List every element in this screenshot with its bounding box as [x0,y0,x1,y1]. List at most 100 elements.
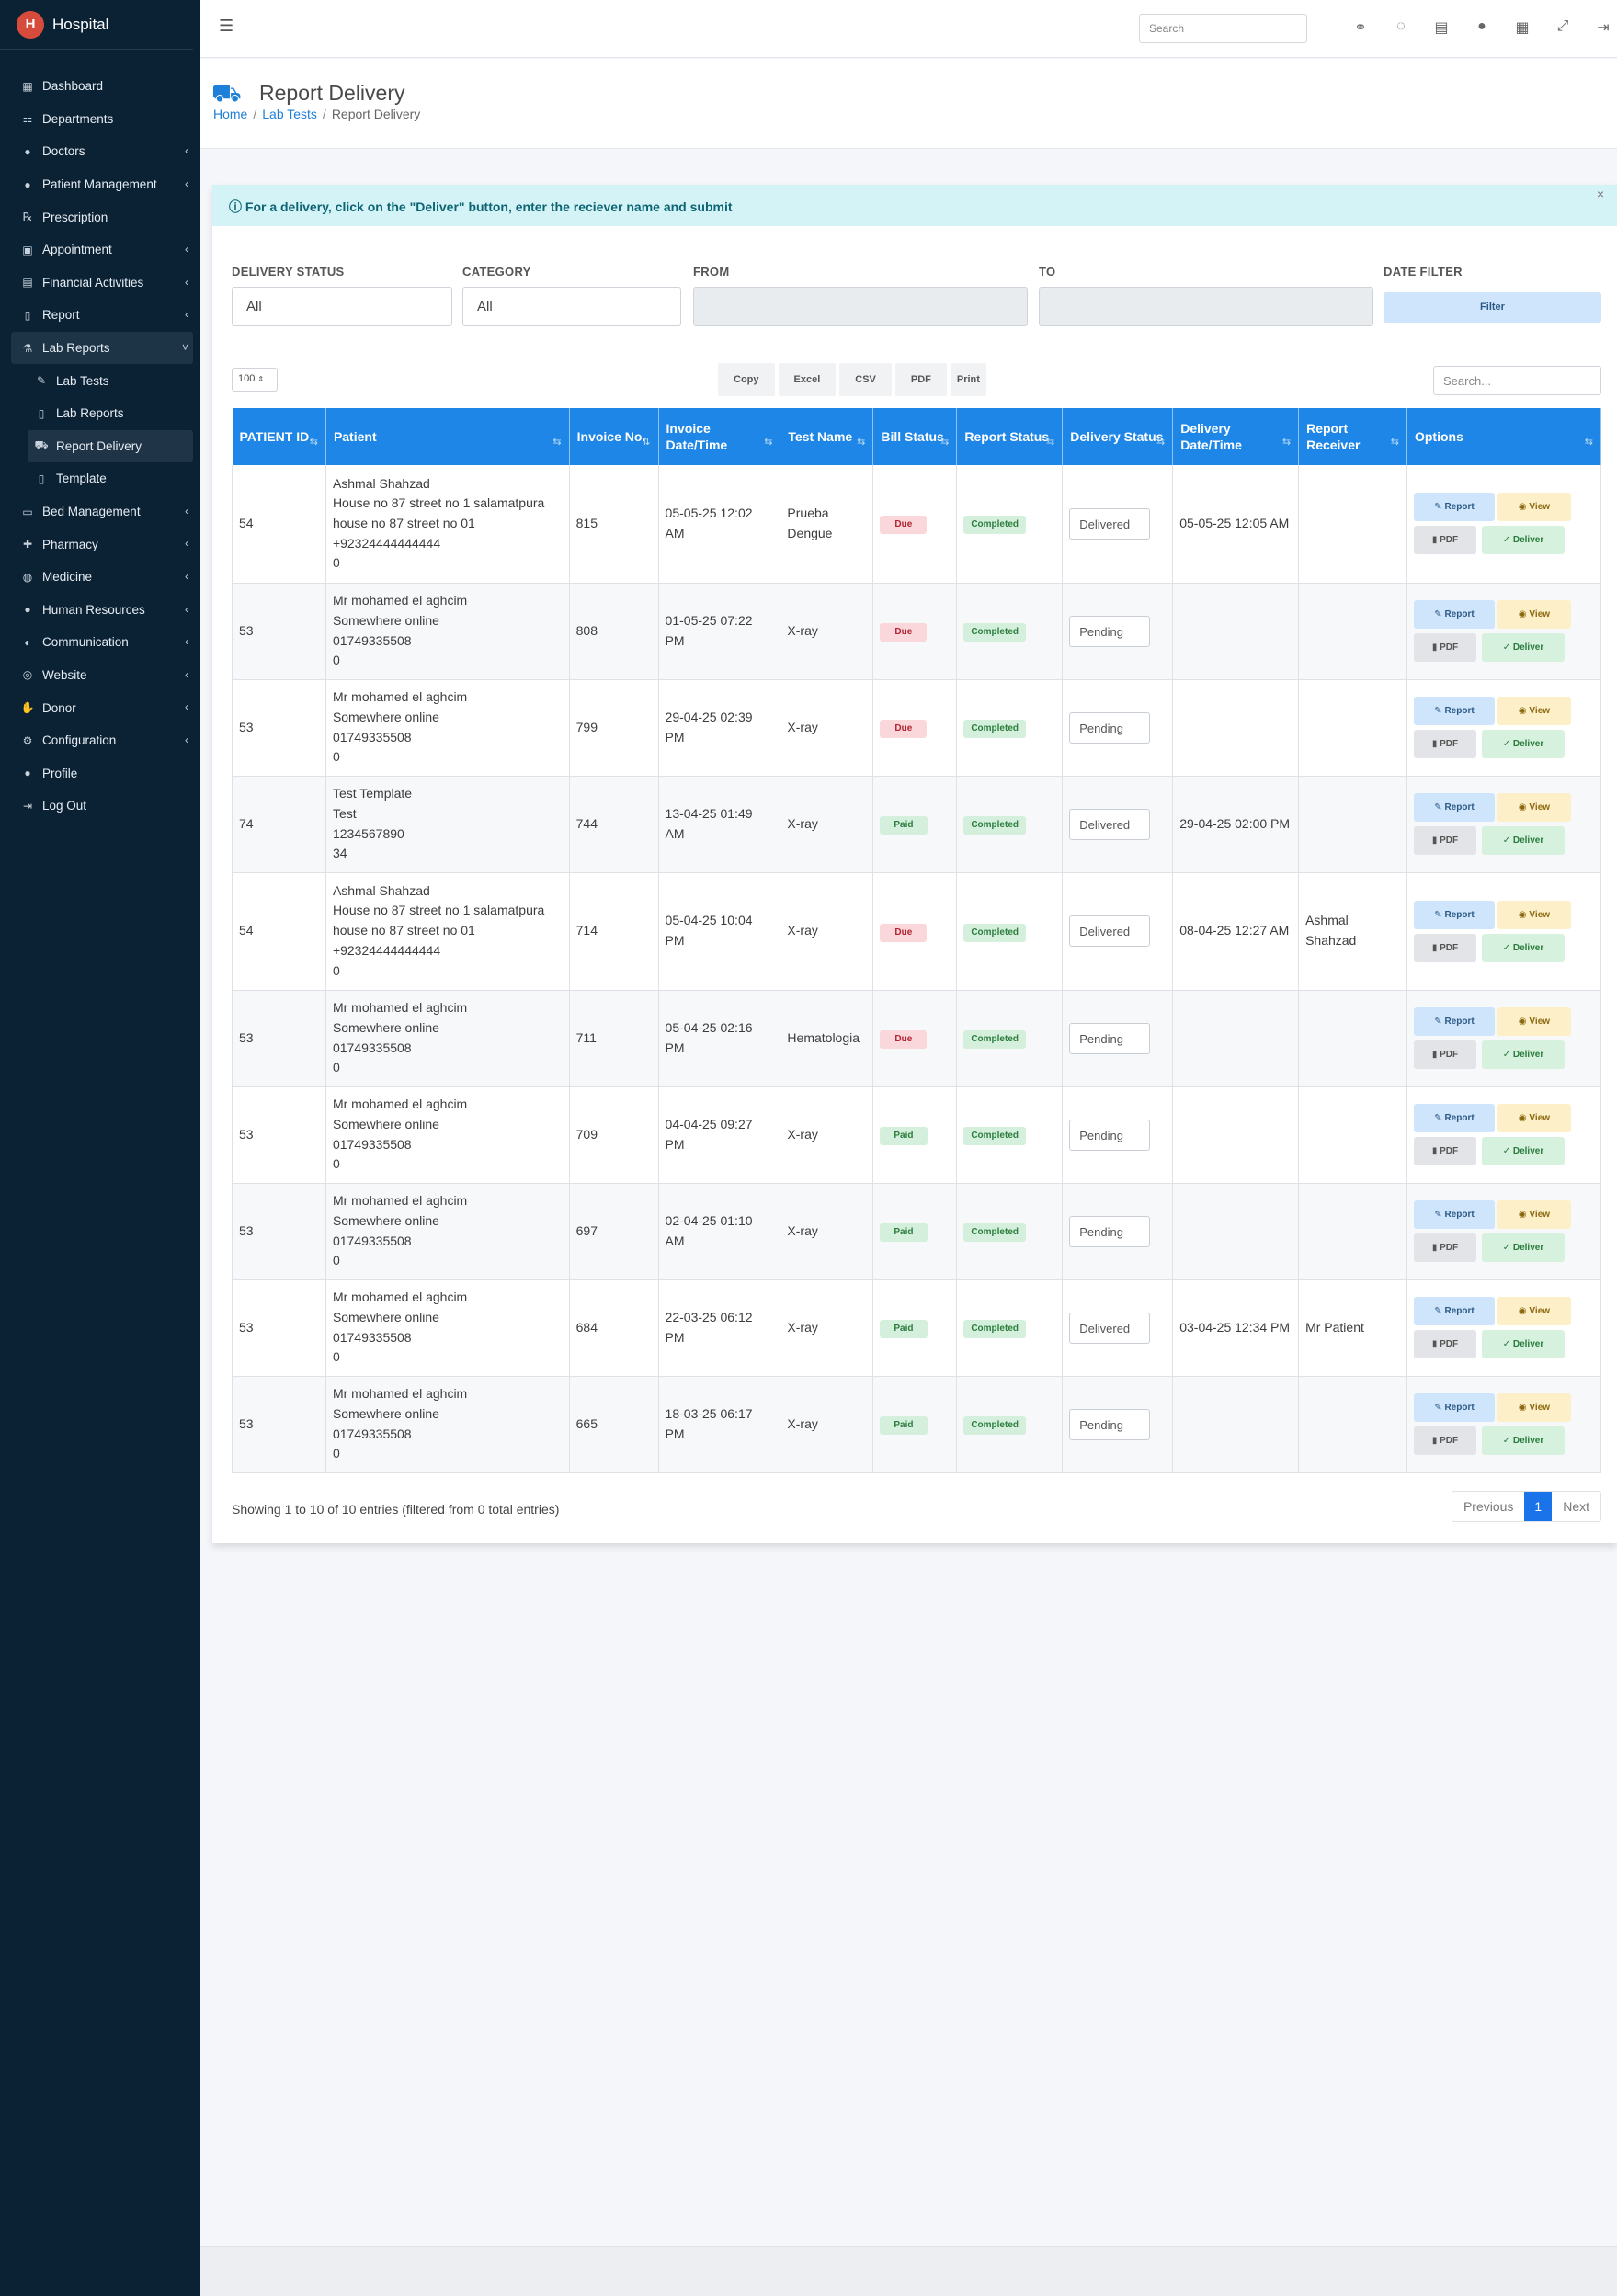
view-button[interactable]: ◉ View [1497,793,1571,822]
sidebar-sub-template[interactable]: ▯ Template [0,462,200,495]
page-length-select[interactable]: 100 ⇕ [232,368,278,392]
deliver-button[interactable]: ✓ Deliver [1481,1233,1565,1262]
delivery-status-select[interactable]: All [232,287,452,326]
csv-button[interactable]: CSV [839,363,892,396]
sidebar-item-departments[interactable]: ⚏ Departments [0,103,200,136]
fullscreen-icon[interactable]: ⤢ [1556,18,1569,34]
view-button[interactable]: ◉ View [1497,493,1571,522]
brand[interactable]: H Hospital [0,0,193,50]
pdf-button[interactable]: ▮ PDF [1413,1330,1476,1358]
pdf-button[interactable]: ▮ PDF [1413,1040,1476,1069]
deliver-button[interactable]: ✓ Deliver [1481,1137,1565,1165]
sidebar-item-website[interactable]: ◎ Website ‹ [0,659,200,692]
view-button[interactable]: ◉ View [1497,1200,1571,1229]
sidebar-item-configuration[interactable]: ⚙ Configuration ‹ [0,724,200,757]
deliver-button[interactable]: ✓ Deliver [1481,633,1565,662]
sidebar-item-appointment[interactable]: ▣ Appointment ‹ [0,233,200,267]
deliver-button[interactable]: ✓ Deliver [1481,1330,1565,1358]
column-header[interactable]: Options ⇆ [1406,408,1602,465]
view-button[interactable]: ◉ View [1497,1297,1571,1325]
delivery-status-select[interactable]: Pending [1069,711,1151,744]
column-header[interactable]: Patient ⇆ [325,408,570,465]
sidebar-item-dashboard[interactable]: ▦ Dashboard [0,70,200,103]
pdf-export-button[interactable]: PDF [894,363,947,396]
sidebar-item-lab-reports[interactable]: ⚗ Lab Reports ˅ [11,331,193,365]
breadcrumb-lab-tests[interactable]: Lab Tests [262,107,317,121]
report-button[interactable]: ✎ Report [1413,793,1495,822]
delivery-status-select[interactable]: Pending [1069,1215,1151,1247]
pdf-button[interactable]: ▮ PDF [1413,633,1476,662]
breadcrumb-home[interactable]: Home [213,107,248,121]
deliver-button[interactable]: ✓ Deliver [1481,1426,1565,1455]
deliver-button[interactable]: ✓ Deliver [1481,526,1565,555]
report-button[interactable]: ✎ Report [1413,600,1495,629]
copy-button[interactable]: Copy [718,363,775,396]
view-button[interactable]: ◉ View [1497,600,1571,629]
report-button[interactable]: ✎ Report [1413,1007,1495,1036]
sidebar-item-human-resources[interactable]: ● Human Resources ‹ [0,594,200,627]
report-button[interactable]: ✎ Report [1413,900,1495,929]
delivery-status-select[interactable]: Delivered [1069,808,1151,840]
sidebar-sub-lab-reports[interactable]: ▯ Lab Reports [0,397,200,430]
column-header[interactable]: PATIENT ID ⇆ [232,408,326,465]
sidebar-item-bed-management[interactable]: ▭ Bed Management ‹ [0,495,200,529]
view-button[interactable]: ◉ View [1497,1104,1571,1132]
sidebar-item-doctors[interactable]: ● Doctors ‹ [0,135,200,168]
delivery-status-select[interactable]: Delivered [1069,915,1151,947]
pdf-button[interactable]: ▮ PDF [1413,730,1476,758]
previous-page-button[interactable]: Previous [1463,1499,1514,1514]
sidebar-item-patient-management[interactable]: ● Patient Management ‹ [0,168,200,201]
delivery-status-select[interactable]: Pending [1069,1022,1151,1054]
top-search-input[interactable]: Search [1139,14,1307,43]
sidebar-item-financial-activities[interactable]: ▤ Financial Activities ‹ [0,267,200,300]
from-date-input[interactable] [693,287,1028,326]
deliver-button[interactable]: ✓ Deliver [1481,933,1565,962]
view-button[interactable]: ◉ View [1497,900,1571,929]
print-button[interactable]: Print [950,363,986,396]
sidebar-item-log-out[interactable]: ⇥ Log Out [0,790,200,823]
delivery-status-select[interactable]: Pending [1069,615,1151,647]
next-page-button[interactable]: Next [1563,1499,1589,1514]
sidebar-item-profile[interactable]: ● Profile [0,756,200,790]
pdf-button[interactable]: ▮ PDF [1413,1233,1476,1262]
user-profile-icon[interactable]: ● [1477,18,1486,34]
messages-icon[interactable]: ◌ [1396,18,1406,34]
sidebar-item-donor[interactable]: ✋ Donor ‹ [0,691,200,724]
sidebar-sub-report-delivery[interactable]: ⛟ Report Delivery [28,429,193,463]
delivery-status-select[interactable]: Pending [1069,1119,1151,1151]
sidebar-item-report[interactable]: ▯ Report ‹ [0,299,200,332]
column-header[interactable]: Delivery Date/Time ⇆ [1172,408,1300,465]
report-button[interactable]: ✎ Report [1413,1393,1495,1422]
deliver-button[interactable]: ✓ Deliver [1481,826,1565,855]
delivery-status-select[interactable]: Pending [1069,1408,1151,1440]
report-button[interactable]: ✎ Report [1413,1297,1495,1325]
page-1-button[interactable]: 1 [1524,1492,1553,1521]
column-header[interactable]: Invoice No. ⇅ [569,408,659,465]
pdf-button[interactable]: ▮ PDF [1413,933,1476,962]
table-search-input[interactable]: Search... [1433,366,1601,395]
column-header[interactable]: Test Name ⇆ [780,408,874,465]
filter-button[interactable]: Filter [1384,292,1601,323]
to-date-input[interactable] [1039,287,1373,326]
view-button[interactable]: ◉ View [1497,1393,1571,1422]
delivery-status-select[interactable]: Delivered [1069,507,1151,540]
close-icon[interactable]: × [1596,187,1604,201]
column-header[interactable]: Invoice Date/Time ⇆ [658,408,781,465]
link-icon[interactable]: ⚭ [1354,20,1367,36]
column-header[interactable]: Report Status ⇆ [956,408,1064,465]
deliver-button[interactable]: ✓ Deliver [1481,730,1565,758]
column-header[interactable]: Bill Status ⇆ [872,408,958,465]
sidebar-item-medicine[interactable]: ◍ Medicine ‹ [0,561,200,594]
payment-icon[interactable]: ▤ [1434,20,1449,36]
sidebar-sub-lab-tests[interactable]: ✎ Lab Tests [0,364,200,397]
report-button[interactable]: ✎ Report [1413,1200,1495,1229]
language-flag-icon[interactable]: ▦ [1515,20,1530,36]
pdf-button[interactable]: ▮ PDF [1413,1137,1476,1165]
logout-icon[interactable]: ⇥ [1597,20,1610,36]
sidebar-item-communication[interactable]: ◐ Communication ‹ [0,626,200,659]
excel-button[interactable]: Excel [778,363,837,396]
deliver-button[interactable]: ✓ Deliver [1481,1040,1565,1069]
column-header[interactable]: Delivery Status ⇆ [1062,408,1174,465]
sidebar-item-prescription[interactable]: ℞ Prescription [0,200,200,233]
pdf-button[interactable]: ▮ PDF [1413,826,1476,855]
